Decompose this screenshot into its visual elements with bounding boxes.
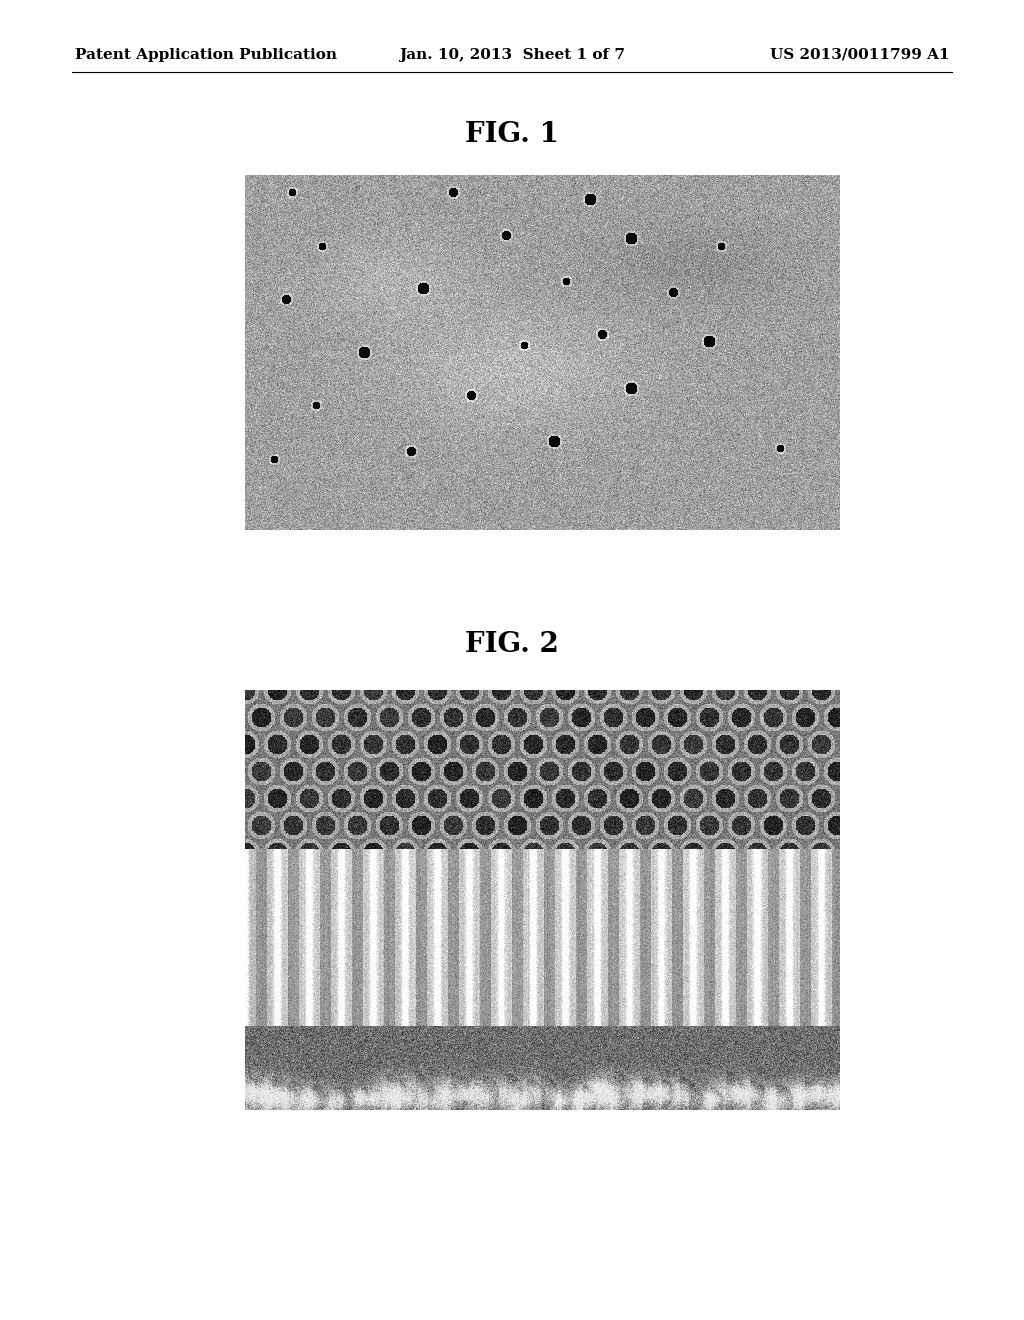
Text: US 2013/0011799 A1: US 2013/0011799 A1	[770, 48, 950, 62]
Text: Patent Application Publication: Patent Application Publication	[75, 48, 337, 62]
Text: FIG. 2: FIG. 2	[465, 631, 559, 659]
Text: Jan. 10, 2013  Sheet 1 of 7: Jan. 10, 2013 Sheet 1 of 7	[399, 48, 625, 62]
Text: FIG. 1: FIG. 1	[465, 121, 559, 149]
